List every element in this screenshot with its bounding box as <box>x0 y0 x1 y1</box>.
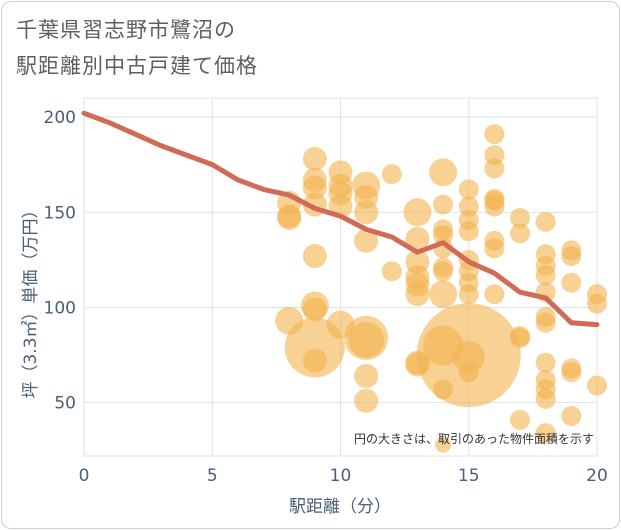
data-point <box>510 223 531 244</box>
x-tick-label: 5 <box>207 466 218 486</box>
x-tick-label: 10 <box>330 466 352 486</box>
x-axis-label: 駅距離（分） <box>289 497 391 517</box>
data-point <box>302 297 327 322</box>
trend-line <box>81 110 600 328</box>
data-point <box>381 261 402 282</box>
data-point <box>587 375 607 396</box>
size-note: 円の大きさは、取引のあった物件面積を示す <box>354 431 594 446</box>
data-point <box>302 244 327 269</box>
chart-title: 千葉県習志野市鷺沼の 駅距離別中古戸建て価格 <box>16 12 258 84</box>
data-point <box>484 158 505 179</box>
data-point <box>277 205 302 230</box>
data-point <box>405 226 430 251</box>
data-point <box>429 280 458 309</box>
data-point <box>535 265 556 286</box>
data-point <box>433 194 454 215</box>
data-point <box>275 306 304 335</box>
data-point <box>381 164 402 185</box>
data-point <box>354 364 379 389</box>
data-point <box>484 124 505 145</box>
data-point <box>561 362 582 383</box>
bubbles <box>275 124 607 453</box>
data-point <box>405 282 430 307</box>
grid <box>83 97 598 457</box>
data-point <box>452 340 485 373</box>
data-point <box>433 261 454 282</box>
x-tick-label: 15 <box>458 466 480 486</box>
data-point <box>458 221 479 242</box>
y-tick-label: 150 <box>44 203 76 223</box>
title-line-2: 駅距離別中古戸建て価格 <box>16 54 258 78</box>
x-tick-label: 0 <box>79 466 90 486</box>
data-point <box>510 207 531 228</box>
title-line-1: 千葉県習志野市鷺沼の <box>16 18 236 42</box>
data-point <box>405 352 430 377</box>
data-point <box>484 238 505 259</box>
y-tick-label: 50 <box>54 394 76 414</box>
data-point <box>435 436 452 453</box>
data-point <box>429 158 458 187</box>
data-point <box>458 284 479 305</box>
data-point <box>561 406 582 427</box>
data-point <box>535 388 556 409</box>
data-point <box>326 310 355 339</box>
data-point <box>302 146 327 171</box>
data-point <box>354 228 379 253</box>
ticks: 0 5 10 15 20 50 100 150 200 <box>44 108 608 486</box>
data-point <box>458 179 479 200</box>
data-point <box>561 272 582 293</box>
y-tick-label: 200 <box>44 108 76 128</box>
data-point <box>484 196 505 217</box>
trend-line-group <box>81 110 600 328</box>
data-point <box>535 312 556 333</box>
data-point <box>535 352 556 373</box>
data-point <box>587 293 607 314</box>
data-point <box>348 321 385 358</box>
data-point <box>561 246 582 267</box>
data-point <box>510 327 531 348</box>
data-point <box>354 200 379 225</box>
data-point <box>458 362 479 383</box>
data-point <box>403 198 432 227</box>
data-point <box>302 348 327 373</box>
data-point <box>535 211 556 232</box>
data-point <box>510 409 531 430</box>
data-point <box>484 284 505 305</box>
data-point <box>433 379 454 400</box>
y-axis-label: 坪（3.3㎡）単価（万円） <box>21 201 41 398</box>
x-tick-label: 20 <box>586 466 608 486</box>
data-point <box>535 423 556 444</box>
data-point <box>354 388 379 413</box>
data-point <box>302 175 327 200</box>
y-tick-label: 100 <box>44 298 76 318</box>
